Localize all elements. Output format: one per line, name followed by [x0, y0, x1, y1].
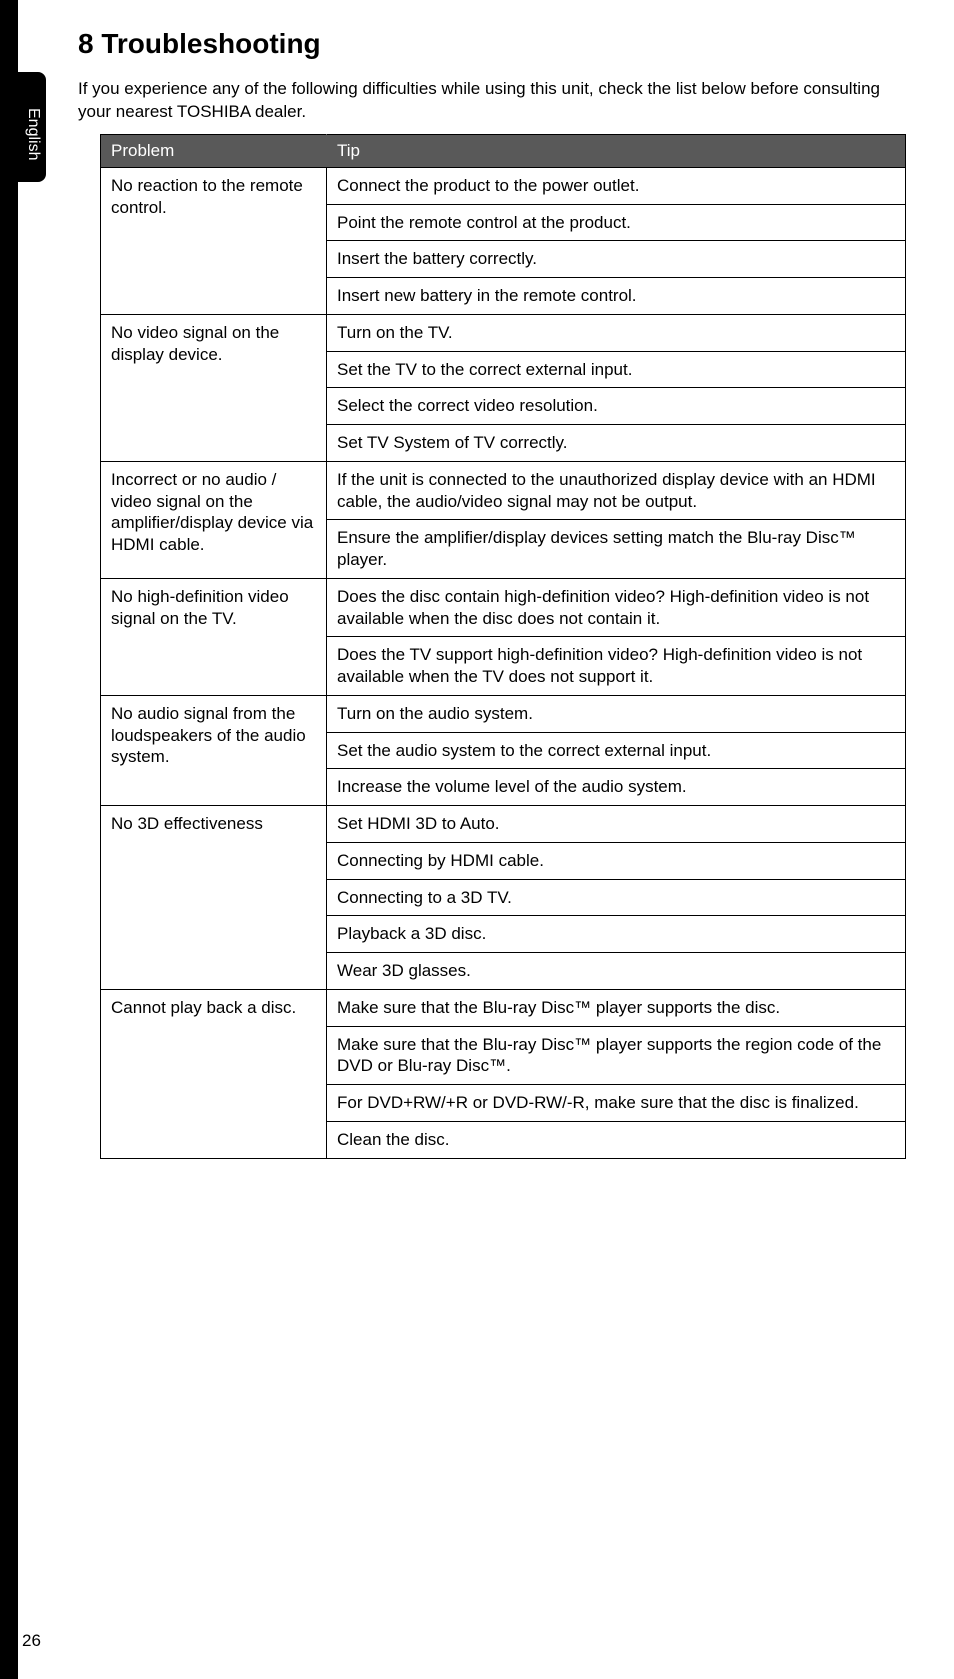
tip-cell: Make sure that the Blu-ray Disc™ player … — [327, 1026, 906, 1085]
tip-cell: Set the TV to the correct external input… — [327, 351, 906, 388]
problem-cell: No reaction to the remote control. — [101, 167, 327, 314]
tip-cell: Set the audio system to the correct exte… — [327, 732, 906, 769]
tip-cell: For DVD+RW/+R or DVD-RW/-R, make sure th… — [327, 1085, 906, 1122]
tip-cell: Point the remote control at the product. — [327, 204, 906, 241]
tip-cell: If the unit is connected to the unauthor… — [327, 461, 906, 520]
tip-cell: Make sure that the Blu-ray Disc™ player … — [327, 989, 906, 1026]
section-heading: 8 Troubleshooting — [78, 28, 906, 60]
table-row: Cannot play back a disc.Make sure that t… — [101, 989, 906, 1026]
table-row: No high-definition video signal on the T… — [101, 578, 906, 637]
tip-cell: Ensure the amplifier/display devices set… — [327, 520, 906, 579]
tip-cell: Set TV System of TV correctly. — [327, 425, 906, 462]
troubleshooting-table: Problem Tip No reaction to the remote co… — [100, 134, 906, 1159]
table-row: No audio signal from the loudspeakers of… — [101, 695, 906, 732]
problem-cell: Cannot play back a disc. — [101, 989, 327, 1158]
table-row: No reaction to the remote control.Connec… — [101, 167, 906, 204]
tip-cell: Insert new battery in the remote control… — [327, 278, 906, 315]
table-row: No video signal on the display device.Tu… — [101, 314, 906, 351]
tip-cell: Clean the disc. — [327, 1121, 906, 1158]
page-number: 26 — [22, 1631, 41, 1651]
tip-cell: Playback a 3D disc. — [327, 916, 906, 953]
tip-cell: Does the disc contain high-definition vi… — [327, 578, 906, 637]
tip-cell: Connecting to a 3D TV. — [327, 879, 906, 916]
tip-cell: Increase the volume level of the audio s… — [327, 769, 906, 806]
tip-cell: Connecting by HDMI cable. — [327, 842, 906, 879]
tip-cell: Wear 3D glasses. — [327, 953, 906, 990]
tip-cell: Turn on the TV. — [327, 314, 906, 351]
problem-cell: No audio signal from the loudspeakers of… — [101, 695, 327, 805]
problem-cell: Incorrect or no audio / video signal on … — [101, 461, 327, 578]
tip-cell: Insert the battery correctly. — [327, 241, 906, 278]
problem-cell: No high-definition video signal on the T… — [101, 578, 327, 695]
tip-cell: Select the correct video resolution. — [327, 388, 906, 425]
intro-paragraph: If you experience any of the following d… — [78, 78, 906, 124]
tip-cell: Set HDMI 3D to Auto. — [327, 806, 906, 843]
tip-cell: Does the TV support high-definition vide… — [327, 637, 906, 696]
problem-cell: No video signal on the display device. — [101, 314, 327, 461]
left-margin-bar — [0, 0, 18, 1679]
language-tab: English — [18, 72, 46, 182]
table-row: Incorrect or no audio / video signal on … — [101, 461, 906, 520]
table-row: No 3D effectivenessSet HDMI 3D to Auto. — [101, 806, 906, 843]
tip-cell: Connect the product to the power outlet. — [327, 167, 906, 204]
table-header-row: Problem Tip — [101, 134, 906, 167]
header-problem: Problem — [101, 134, 327, 167]
tip-cell: Turn on the audio system. — [327, 695, 906, 732]
header-tip: Tip — [327, 134, 906, 167]
problem-cell: No 3D effectiveness — [101, 806, 327, 990]
